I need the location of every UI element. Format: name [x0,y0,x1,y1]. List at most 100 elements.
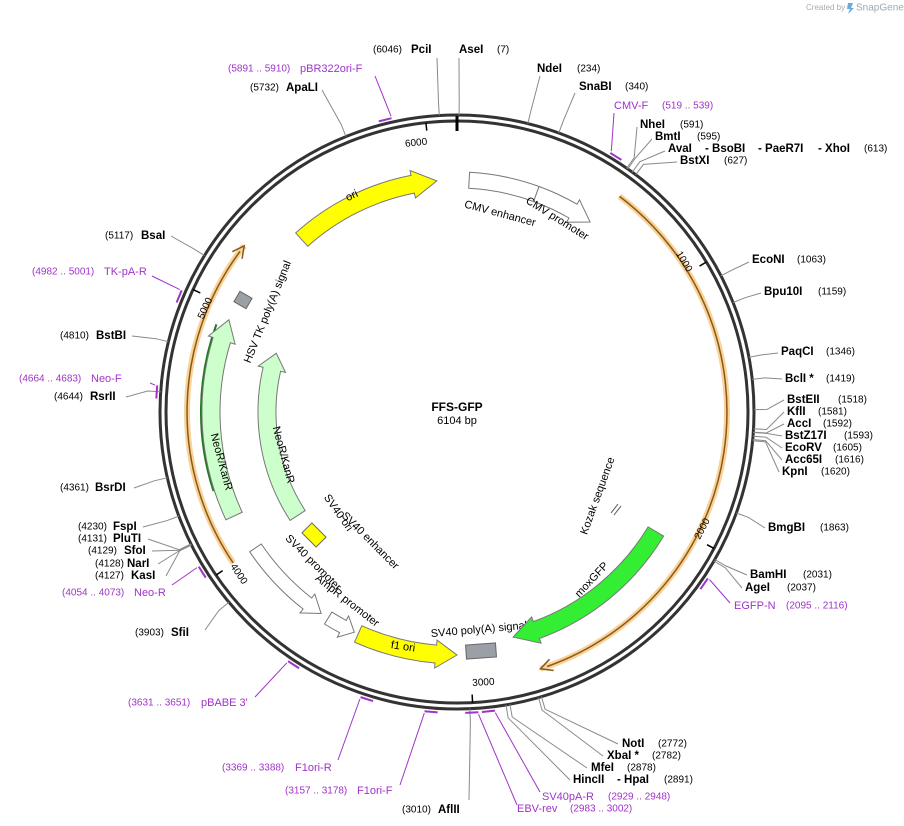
feature-box [233,290,253,310]
primer-name: TK-pA-R [104,266,147,278]
site-name: - PaeR7I [758,143,803,155]
site-name: BsrDI [95,482,126,494]
site-position: (2891) [664,775,693,786]
site-name: BstXI [680,155,709,167]
site-name: AgeI [745,582,770,594]
site-position: (1863) [820,523,849,534]
feature-box [465,642,497,660]
site-leader [753,411,785,431]
feature-arrow [294,169,438,248]
site-name: Bpu10I [764,286,802,298]
primer-mark [360,696,374,703]
site-leader [752,435,783,449]
primer-leader [151,275,181,291]
tick-mark [192,288,201,294]
site-leader [753,432,783,437]
site-name: HincII [573,774,604,786]
tick-mark [215,569,224,576]
primer-leader [149,382,156,386]
feature-arrow [256,352,306,522]
site-position: (613) [864,144,887,155]
primer-range: (2095 .. 2116) [786,601,848,612]
site-position: (6046) [373,45,402,56]
highlight-head [231,244,246,259]
site-leader [713,560,743,589]
primer-mark [155,385,159,399]
site-position: (4127) [95,571,124,582]
feature-arrow [323,611,355,639]
plasmid-name: FFS-GFP [431,400,482,414]
site-position: (1518) [838,395,867,406]
primer-mark [609,152,622,161]
primer-leader [494,712,541,793]
primer-range: (4982 .. 5001) [32,267,94,278]
site-name: NdeI [537,63,562,75]
site-name: BsaI [141,230,165,242]
site-leader [631,150,666,173]
snapgene-logo [847,3,854,14]
site-leader [720,261,750,277]
site-name: ApaLI [286,82,318,94]
primer-range: (2983 .. 3002) [570,804,632,815]
site-name: AseI [459,44,483,56]
site-position: (595) [697,132,720,143]
primer-mark [465,711,479,714]
site-leader [142,515,180,528]
primer-mark [481,709,496,713]
site-position: (1581) [818,407,847,418]
site-name: NheI [640,119,665,131]
site-leader [436,57,440,116]
primer-name: SV40pA-R [542,791,594,803]
primer-leader [337,698,361,761]
site-leader [635,161,678,176]
site-leader [752,439,783,461]
plasmid-size: 6104 bp [437,415,477,427]
tick-label: 1000 [673,249,694,274]
site-leader [505,704,571,781]
neo-line [199,324,218,492]
site-name: - BsoBI [705,143,745,155]
site-position: (1605) [833,443,862,454]
site-position: (2037) [787,583,816,594]
site-name: BmtI [655,131,681,143]
site-position: (4810) [60,331,89,342]
primer-leader [374,75,392,117]
kozak-mark [613,505,622,516]
primer-mark [175,290,183,303]
site-position: (4644) [54,392,83,403]
tick-mark [699,261,707,267]
feature-arrow [201,318,243,521]
site-leader [133,477,168,489]
site-name: RsrII [90,391,116,403]
site-leader [540,696,619,745]
site-position: (4128) [95,559,124,570]
site-position: (1616) [835,455,864,466]
primer-name: F1ori-R [295,762,332,774]
tick-mark [425,122,428,131]
site-position: (234) [577,64,600,75]
site-position: (2878) [627,763,656,774]
site-leader [204,601,230,631]
site-leader [753,399,785,411]
site-name: SfiI [171,627,189,639]
site-leader [509,704,588,769]
site-position: (2031) [803,570,832,581]
site-name: XbaI * [607,750,639,762]
feature-arrow [249,543,322,615]
site-name: AccI [787,418,811,430]
primer-name: CMV-F [614,100,649,112]
site-name: - XhoI [818,143,850,155]
site-leader [627,138,653,170]
site-position: (340) [625,82,648,93]
tick-label: 3000 [472,677,495,689]
site-leader [131,335,169,343]
site-position: (7) [497,45,509,56]
feature-box [301,522,327,548]
primer-range: (3157 .. 3178) [285,786,347,797]
primer-range: (3369 .. 3388) [222,763,284,774]
site-name: BstEII [787,394,820,406]
site-name: BamHI [750,569,786,581]
site-leader [732,292,762,303]
tick-label: 5000 [196,296,216,321]
app-name: SnapGene [856,3,904,14]
